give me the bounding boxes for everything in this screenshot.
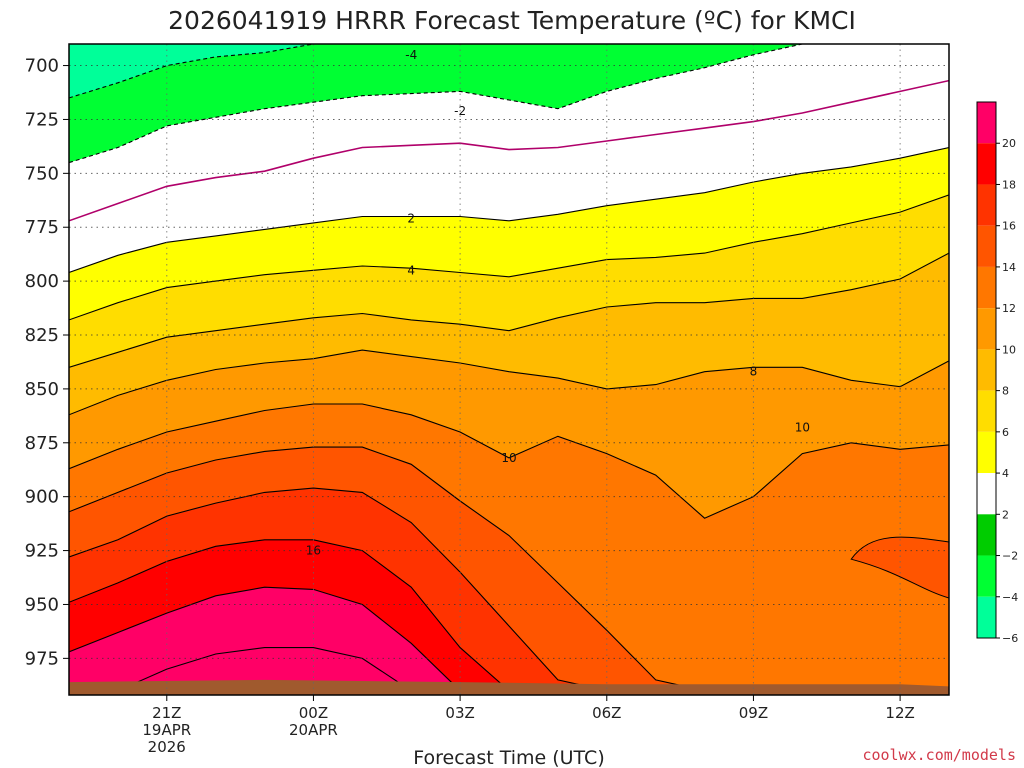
contour-line-8 <box>69 349 949 416</box>
y-tick-label-700: 700 <box>25 56 59 77</box>
colorbar-segment-9 <box>977 473 996 515</box>
contour-label-7: 16 <box>306 544 321 558</box>
surface-ground <box>69 679 949 695</box>
contour-line-20 <box>95 647 434 695</box>
y-tick-label-825: 825 <box>25 325 59 346</box>
y-tick-label-775: 775 <box>25 217 59 238</box>
x-tick-label-09Z-0: 09Z <box>739 704 768 722</box>
colorbar-segment-1 <box>977 143 996 185</box>
x-tick-label-00Z-0: 00Z <box>299 704 328 722</box>
contour-line-6 <box>69 252 949 368</box>
contour-line-10 <box>69 403 949 519</box>
colorbar-label-11: −4 <box>1002 591 1018 604</box>
y-tick-label-850: 850 <box>25 379 59 400</box>
x-tick-label-21Z-0: 21Z <box>152 704 181 722</box>
colorbar-segment-0 <box>977 102 996 144</box>
colorbar: 20 18 16 14 12 10 8 6 4 2 −2 −4 −6 <box>976 101 1018 645</box>
axes: 70072575077580082585087590092595097521Z1… <box>25 43 950 756</box>
colorbar-segment-11 <box>977 555 996 597</box>
colorbar-label-9: 2 <box>1002 508 1009 521</box>
x-axis-label: Forecast Time (UTC) <box>413 747 604 768</box>
colorbar-label-0: 20 <box>1002 137 1016 150</box>
contour-label-1: -2 <box>454 104 466 118</box>
x-tick-label-21Z-2: 2026 <box>148 738 186 756</box>
colorbar-label-10: −2 <box>1002 550 1018 563</box>
chart-title: 2026041919 HRRR Forecast Temperature (ºC… <box>168 6 856 35</box>
x-tick-label-06Z-0: 06Z <box>592 704 621 722</box>
contour-line-4 <box>69 194 949 321</box>
contour-label-4: 8 <box>750 365 758 379</box>
colorbar-label-3: 14 <box>1002 261 1016 274</box>
contour-line-0 <box>69 79 949 222</box>
contour-label-5: 10 <box>501 451 516 465</box>
contour-line--2 <box>69 44 805 164</box>
plot-contents: -4 -2 2 4 8 10 10 16 <box>69 44 949 695</box>
colorbar-label-1: 18 <box>1002 178 1016 191</box>
colorbar-segment-2 <box>977 184 996 226</box>
colorbar-segment-5 <box>977 308 996 350</box>
colorbar-label-2: 16 <box>1002 220 1016 233</box>
colorbar-segment-3 <box>977 225 996 267</box>
colorbar-label-6: 8 <box>1002 385 1009 398</box>
x-tick-label-21Z-1: 19APR <box>142 721 191 739</box>
colorbar-segment-10 <box>977 514 996 556</box>
colorbar-segment-6 <box>977 349 996 391</box>
plot-frame <box>68 43 950 696</box>
y-tick-label-925: 925 <box>25 541 59 562</box>
contour-label-0: -4 <box>405 48 417 62</box>
y-tick-label-750: 750 <box>25 163 59 184</box>
x-tick-label-03Z-0: 03Z <box>445 704 474 722</box>
x-tick-label-00Z-1: 20APR <box>289 721 338 739</box>
contour-label-6: 10 <box>795 421 810 435</box>
colorbar-segment-8 <box>977 431 996 474</box>
contour-line-2 <box>69 146 949 274</box>
y-tick-label-975: 975 <box>25 648 59 669</box>
colorbar-label-12: −6 <box>1002 632 1018 645</box>
colorbar-frame <box>976 101 997 639</box>
y-tick-label-950: 950 <box>25 594 59 615</box>
colorbar-segment-7 <box>977 390 996 432</box>
y-tick-label-900: 900 <box>25 487 59 508</box>
y-tick-label-875: 875 <box>25 433 59 454</box>
colorbar-segment-4 <box>977 266 996 309</box>
contour-label-3: 4 <box>407 263 415 277</box>
plot-area: -4 -2 2 4 8 10 10 16 <box>69 44 949 695</box>
x-tick-label-12Z-0: 12Z <box>885 704 914 722</box>
colorbar-label-8: 4 <box>1002 467 1009 480</box>
y-tick-label-800: 800 <box>25 271 59 292</box>
credit-text: coolwx.com/models <box>862 746 1016 764</box>
colorbar-label-5: 10 <box>1002 343 1016 356</box>
contour-label-2: 2 <box>407 212 415 226</box>
y-tick-label-725: 725 <box>25 109 59 130</box>
colorbar-label-7: 6 <box>1002 426 1009 439</box>
colorbar-label-4: 12 <box>1002 302 1016 315</box>
colorbar-segment-12 <box>977 596 996 638</box>
